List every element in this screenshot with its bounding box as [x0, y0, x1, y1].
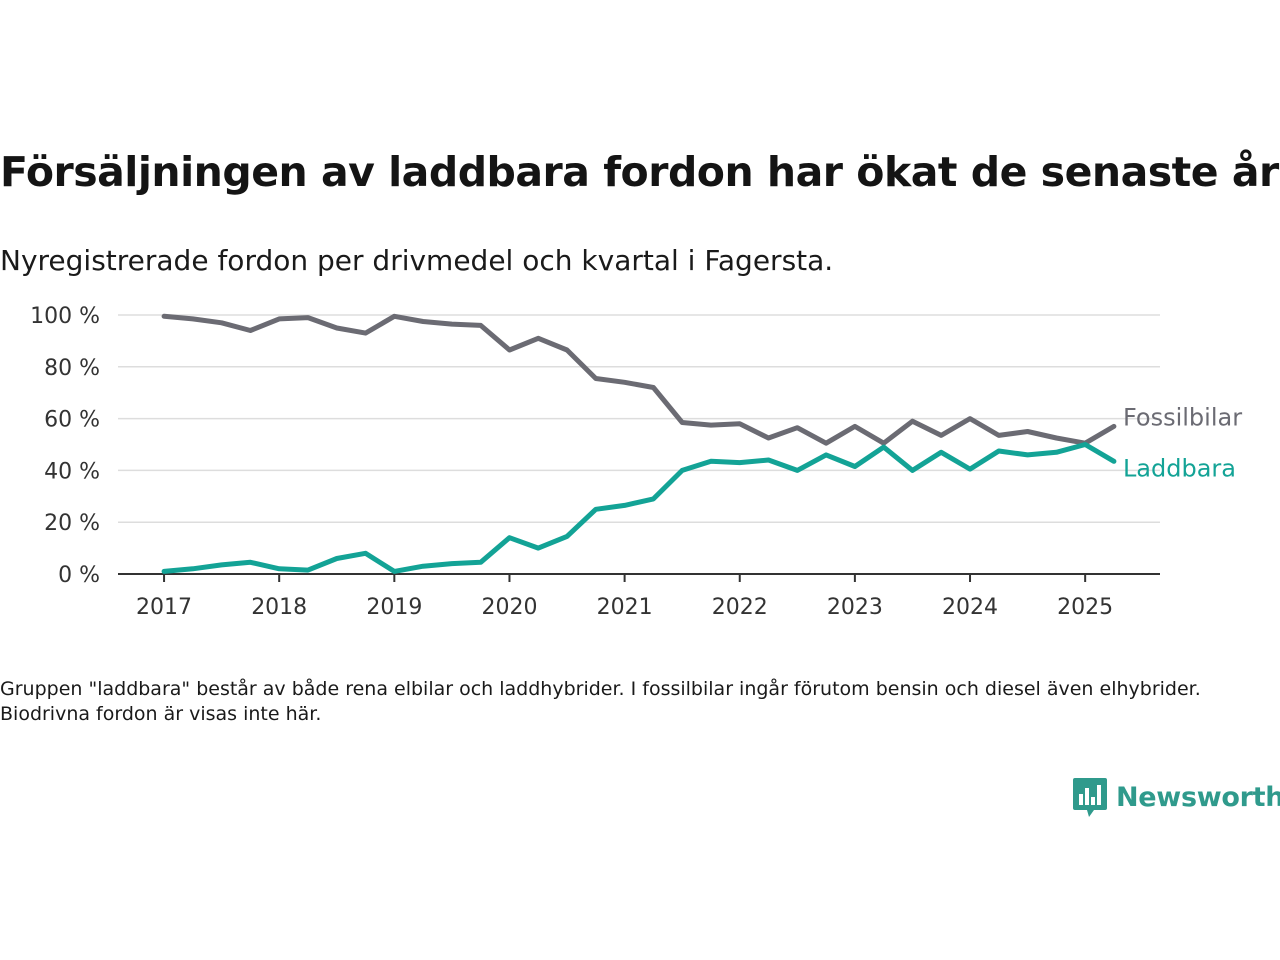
x-tick-label: 2019	[366, 595, 422, 620]
y-tick-label: 40 %	[44, 459, 100, 484]
x-tick-label: 2023	[827, 595, 883, 620]
y-tick-label: 20 %	[44, 511, 100, 536]
y-tick-label: 0 %	[58, 563, 100, 588]
logo-text: Newsworthy	[1116, 781, 1280, 813]
x-tick-label: 2025	[1057, 595, 1113, 620]
chart-footnote: Gruppen "laddbara" består av både rena e…	[0, 678, 1201, 725]
y-tick-label: 80 %	[44, 356, 100, 381]
chart-subtitle: Nyregistrerade fordon per drivmedel och …	[0, 244, 834, 277]
series-line-laddbara	[161, 442, 1117, 574]
series-lines	[161, 313, 1117, 574]
newsworthy-logo: Newsworthy	[1072, 776, 1280, 818]
y-tick-label: 60 %	[44, 408, 100, 433]
x-tick-label: 2024	[942, 595, 998, 620]
series-label-fossilbilar: Fossilbilar	[1123, 403, 1242, 431]
x-tick-label: 2022	[712, 595, 768, 620]
x-tick-label: 2018	[251, 595, 307, 620]
chart-title: Försäljningen av laddbara fordon har öka…	[0, 148, 1280, 196]
x-tick-label: 2020	[481, 595, 537, 620]
x-tick-label: 2021	[597, 595, 653, 620]
gridlines	[118, 314, 1160, 523]
line-chart: 0 % 20 % 40 % 60 % 80 % 100 % 2017 2018 2019 202…	[30, 304, 1242, 620]
series-end-labels: Fossilbilar Laddbara	[1123, 403, 1242, 482]
series-line-fossilbilar	[161, 313, 1117, 446]
y-tick-label: 100 %	[30, 304, 100, 329]
newsworthy-chart-icon	[1073, 778, 1107, 817]
x-axis-ticks: 2017 2018 2019 2020 2021 2022 2023 2024 2025	[136, 574, 1113, 620]
series-label-laddbara: Laddbara	[1123, 454, 1236, 482]
y-axis-tick-labels: 0 % 20 % 40 % 60 % 80 % 100 %	[30, 304, 100, 588]
x-tick-label: 2017	[136, 595, 192, 620]
